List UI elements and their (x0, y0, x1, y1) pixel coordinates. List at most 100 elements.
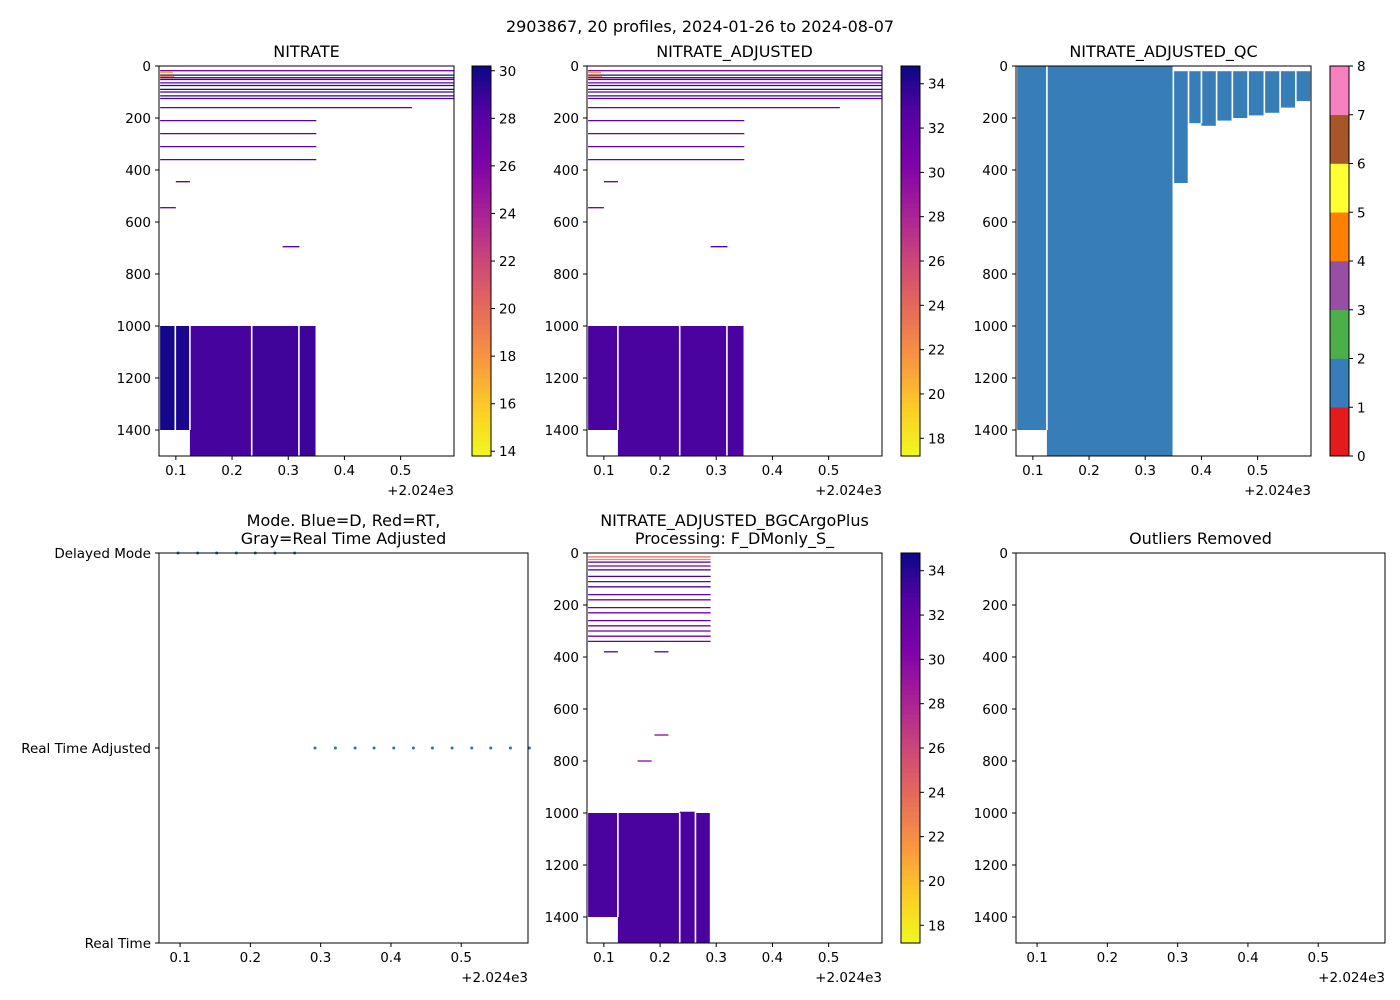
data-point (411, 746, 415, 750)
y-tick-label: 0 (142, 59, 151, 75)
colorbar-segment (472, 382, 491, 389)
colorbar-segment (472, 436, 491, 442)
data-block (1280, 71, 1296, 108)
colorbar-segment (901, 728, 920, 734)
x-tick-label: 0.4 (334, 463, 355, 479)
colorbar-segment (901, 329, 920, 335)
colorbar-segment (901, 343, 920, 350)
data-block (1201, 71, 1217, 126)
colorbar-segment (901, 144, 920, 150)
colorbar-segment (472, 251, 491, 257)
data-block (617, 813, 680, 943)
colorbar-segment (901, 830, 920, 837)
colorbar-segment (901, 261, 920, 267)
colorbar-segment (901, 767, 920, 773)
colorbar-segment (901, 105, 920, 111)
colorbar-segment (1330, 407, 1349, 457)
colorbar-segment (901, 207, 920, 213)
data-block (588, 326, 618, 430)
y-tick-label: 1400 (117, 423, 151, 439)
x-tick-label: 0.1 (593, 950, 614, 966)
colorbar-segment (901, 197, 920, 204)
x-tick-label: 0.4 (762, 950, 783, 966)
colorbar-segment (901, 557, 920, 564)
colorbar-segment (472, 109, 491, 116)
colorbar-tick-label: 24 (928, 785, 945, 801)
colorbar-segment (901, 295, 920, 301)
colorbar-segment (901, 899, 920, 905)
colorbar-segment (472, 197, 491, 204)
y-tick-label: 0 (999, 59, 1008, 75)
colorbar-segment (472, 285, 491, 291)
panel-title: NITRATE_ADJUSTED_QC (1069, 42, 1257, 62)
colorbar-segment (901, 733, 920, 739)
colorbar-tick-label: 1 (1357, 400, 1366, 416)
colorbar-segment (901, 933, 920, 939)
colorbar-tick-label: 8 (1357, 59, 1366, 75)
data-block (1248, 71, 1265, 116)
x-tick-label: 0.5 (450, 950, 471, 966)
colorbar-segment (472, 256, 491, 262)
data-point (489, 746, 493, 750)
data-point (353, 746, 357, 750)
colorbar-tick-label: 2 (1357, 352, 1366, 368)
axes-frame (1015, 65, 1312, 457)
colorbar-segment (472, 217, 491, 223)
x-tick-label: 0.3 (1134, 463, 1155, 479)
colorbar-tick-label: 6 (1357, 157, 1366, 173)
colorbar-segment (901, 412, 920, 418)
y-tick-label: 1200 (545, 371, 579, 387)
y-tick-label: 200 (125, 111, 151, 127)
colorbar-segment (472, 231, 491, 238)
colorbar-tick-label: 30 (928, 652, 945, 668)
y-tick-label: 800 (553, 754, 579, 770)
colorbar-segment (901, 796, 920, 803)
colorbar-segment (901, 650, 920, 656)
colorbar-segment (901, 129, 920, 135)
colorbar-tick-label: 22 (928, 343, 945, 359)
colorbar-segment (901, 855, 920, 861)
data-block (175, 326, 190, 430)
colorbar-tick-label: 32 (928, 121, 945, 137)
colorbar-segment (901, 645, 920, 652)
colorbar-segment (472, 446, 491, 452)
colorbar-segment (901, 119, 920, 126)
panel-title-line2: Gray=Real Time Adjusted (241, 529, 447, 548)
colorbar-tick-label: 24 (928, 298, 945, 314)
colorbar-segment (901, 280, 920, 286)
colorbar-segment (472, 246, 491, 252)
x-tick-label: 0.1 (165, 463, 186, 479)
colorbar-segment (901, 187, 920, 194)
colorbar-segment (901, 70, 920, 77)
colorbar-segment (472, 417, 491, 423)
y-tick-label: 800 (553, 267, 579, 283)
colorbar-segment (901, 431, 920, 438)
colorbar-segment (901, 222, 920, 228)
x-tick-label: 0.5 (390, 463, 411, 479)
colorbar-segment (901, 363, 920, 369)
panel-title: NITRATE_ADJUSTED (656, 42, 813, 62)
colorbar-tick-label: 5 (1357, 205, 1366, 221)
colorbar-segment (901, 845, 920, 851)
data-block (1216, 71, 1233, 121)
colorbar-segment (901, 757, 920, 764)
colorbar-tick-label: 16 (499, 397, 516, 413)
y-tick-label: 200 (982, 111, 1008, 127)
colorbar-segment (901, 562, 920, 569)
colorbar-tick-label: 20 (499, 302, 516, 318)
colorbar-tick-label: 4 (1357, 254, 1366, 270)
colorbar-segment (901, 606, 920, 613)
colorbar-segment (472, 75, 491, 82)
x-tick-label: 0.1 (1026, 950, 1047, 966)
colorbar-segment (901, 743, 920, 749)
colorbar-segment (901, 348, 920, 355)
colorbar-segment (472, 183, 491, 189)
x-tick-label: 0.4 (380, 950, 401, 966)
colorbar-segment (472, 378, 491, 384)
colorbar-segment (901, 670, 920, 676)
colorbar-segment (472, 451, 491, 457)
x-tick-label: 0.5 (818, 950, 839, 966)
colorbar-segment (901, 884, 920, 890)
colorbar-segment (901, 869, 920, 876)
colorbar-segment (472, 290, 491, 296)
